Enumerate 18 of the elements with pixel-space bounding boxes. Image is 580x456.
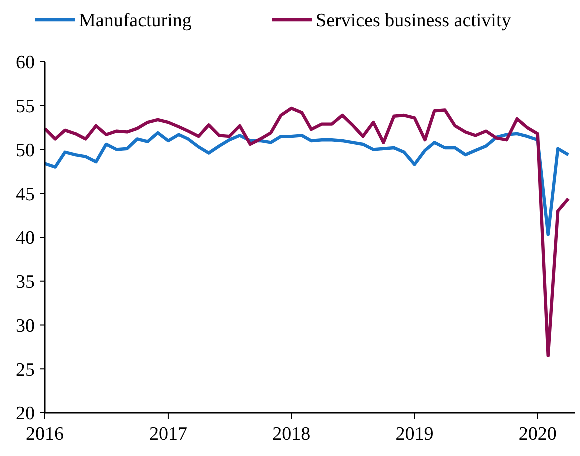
legend-label: Services business activity: [316, 10, 512, 32]
y-tick-label: 55: [16, 96, 35, 118]
x-tick-label: 2020: [518, 424, 557, 445]
y-tick-label: 30: [16, 316, 35, 337]
y-tick-label: 50: [16, 140, 35, 162]
y-tick-label: 45: [16, 184, 35, 206]
line-series: [43, 131, 570, 236]
y-tick-label: 25: [16, 360, 35, 381]
y-tick-label: 20: [16, 404, 35, 425]
y-tick-label: 60: [16, 52, 35, 74]
line-series: [43, 106, 570, 358]
legend-label: Manufacturing: [79, 10, 192, 32]
x-tick-label: 2017: [149, 424, 188, 445]
y-tick-label: 35: [16, 272, 35, 294]
x-tick-label: 2018: [272, 424, 311, 445]
x-tick-label: 2019: [396, 424, 434, 445]
y-tick-label: 40: [16, 228, 35, 250]
x-tick-label: 2016: [26, 424, 64, 445]
